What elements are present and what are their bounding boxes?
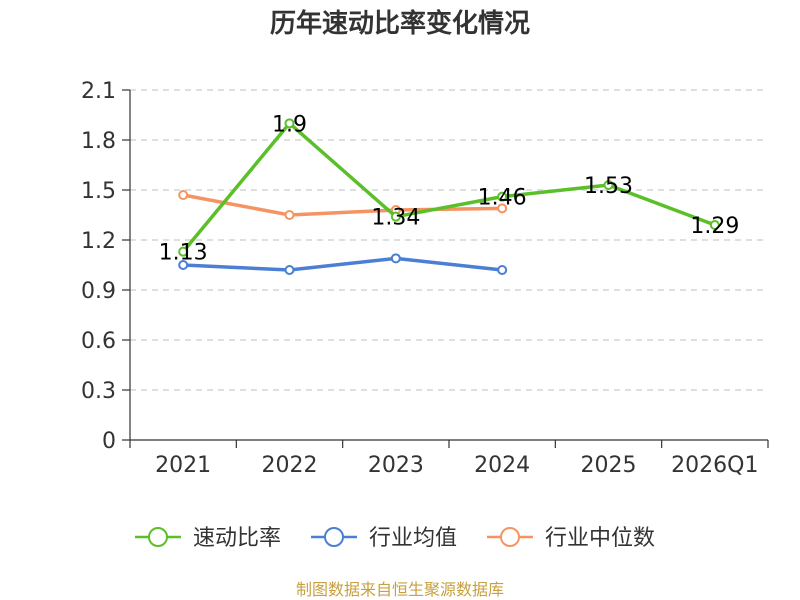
data-point[interactable] (284, 265, 295, 275)
data-label: 1.53 (584, 174, 633, 199)
series-0 (178, 118, 720, 257)
x-tick-label: 2023 (368, 453, 424, 478)
data-point[interactable] (178, 260, 189, 270)
y-tick-label: 0 (102, 429, 116, 454)
data-point[interactable] (603, 180, 614, 190)
series-line (183, 256, 503, 272)
y-tick-label: 0.6 (81, 329, 116, 354)
chart-title: 历年速动比率变化情况 (270, 8, 530, 39)
legend-item-2[interactable]: 行业中位数 (487, 526, 655, 551)
data-label: 1.34 (371, 206, 420, 231)
data-point[interactable] (497, 203, 508, 214)
data-label: 1.29 (690, 214, 739, 239)
data-point[interactable] (709, 220, 720, 230)
legend-marker (148, 527, 168, 547)
series-line (181, 120, 716, 253)
series-1 (178, 253, 508, 275)
legend-item-0[interactable]: 速动比率 (135, 526, 281, 551)
data-point[interactable] (497, 265, 508, 275)
series-line (182, 193, 503, 217)
legend-label: 速动比率 (193, 526, 281, 551)
legend-label: 行业均值 (369, 526, 457, 551)
x-tick-label: 2024 (474, 453, 530, 478)
data-point[interactable] (178, 246, 189, 257)
data-point[interactable] (284, 118, 295, 129)
data-point[interactable] (390, 253, 401, 264)
data-point[interactable] (497, 191, 508, 202)
data-point[interactable] (390, 211, 401, 222)
y-tick-label: 1.8 (81, 129, 116, 154)
legend[interactable]: 速动比率 行业均值 行业中位数 (135, 526, 655, 551)
x-tick-label: 2021 (155, 453, 211, 478)
data-point[interactable] (178, 190, 189, 200)
y-tick-label: 1.2 (81, 229, 116, 254)
x-tick-label: 2026Q1 (671, 453, 758, 478)
data-label: 1.46 (478, 186, 527, 211)
data-label: 1.13 (159, 241, 208, 266)
data-label: 1.9 (272, 112, 307, 137)
legend-item-1[interactable]: 行业均值 (311, 526, 457, 551)
series: 1.13 1.9 1.34 1.46 1.53 1.29 (159, 112, 739, 275)
x-tick-label: 2022 (262, 453, 318, 478)
grid-lines (130, 89, 768, 391)
x-tick-label: 2025 (581, 453, 637, 478)
y-tick-label: 2.1 (81, 79, 116, 104)
series-2 (178, 190, 508, 220)
axes: 0 0.3 0.6 0.9 1.2 1.5 1.8 2.1 2021 2022 2023 2024 20… (81, 79, 769, 478)
y-tick-label: 0.3 (81, 379, 116, 404)
data-point[interactable] (284, 210, 295, 220)
y-tick-label: 1.5 (81, 179, 116, 204)
source-note: 制图数据来自恒生聚源数据库 (296, 580, 504, 599)
legend-marker (324, 527, 344, 547)
legend-label: 行业中位数 (545, 526, 655, 551)
y-tick-label: 0.9 (81, 279, 116, 304)
legend-marker (500, 527, 520, 547)
